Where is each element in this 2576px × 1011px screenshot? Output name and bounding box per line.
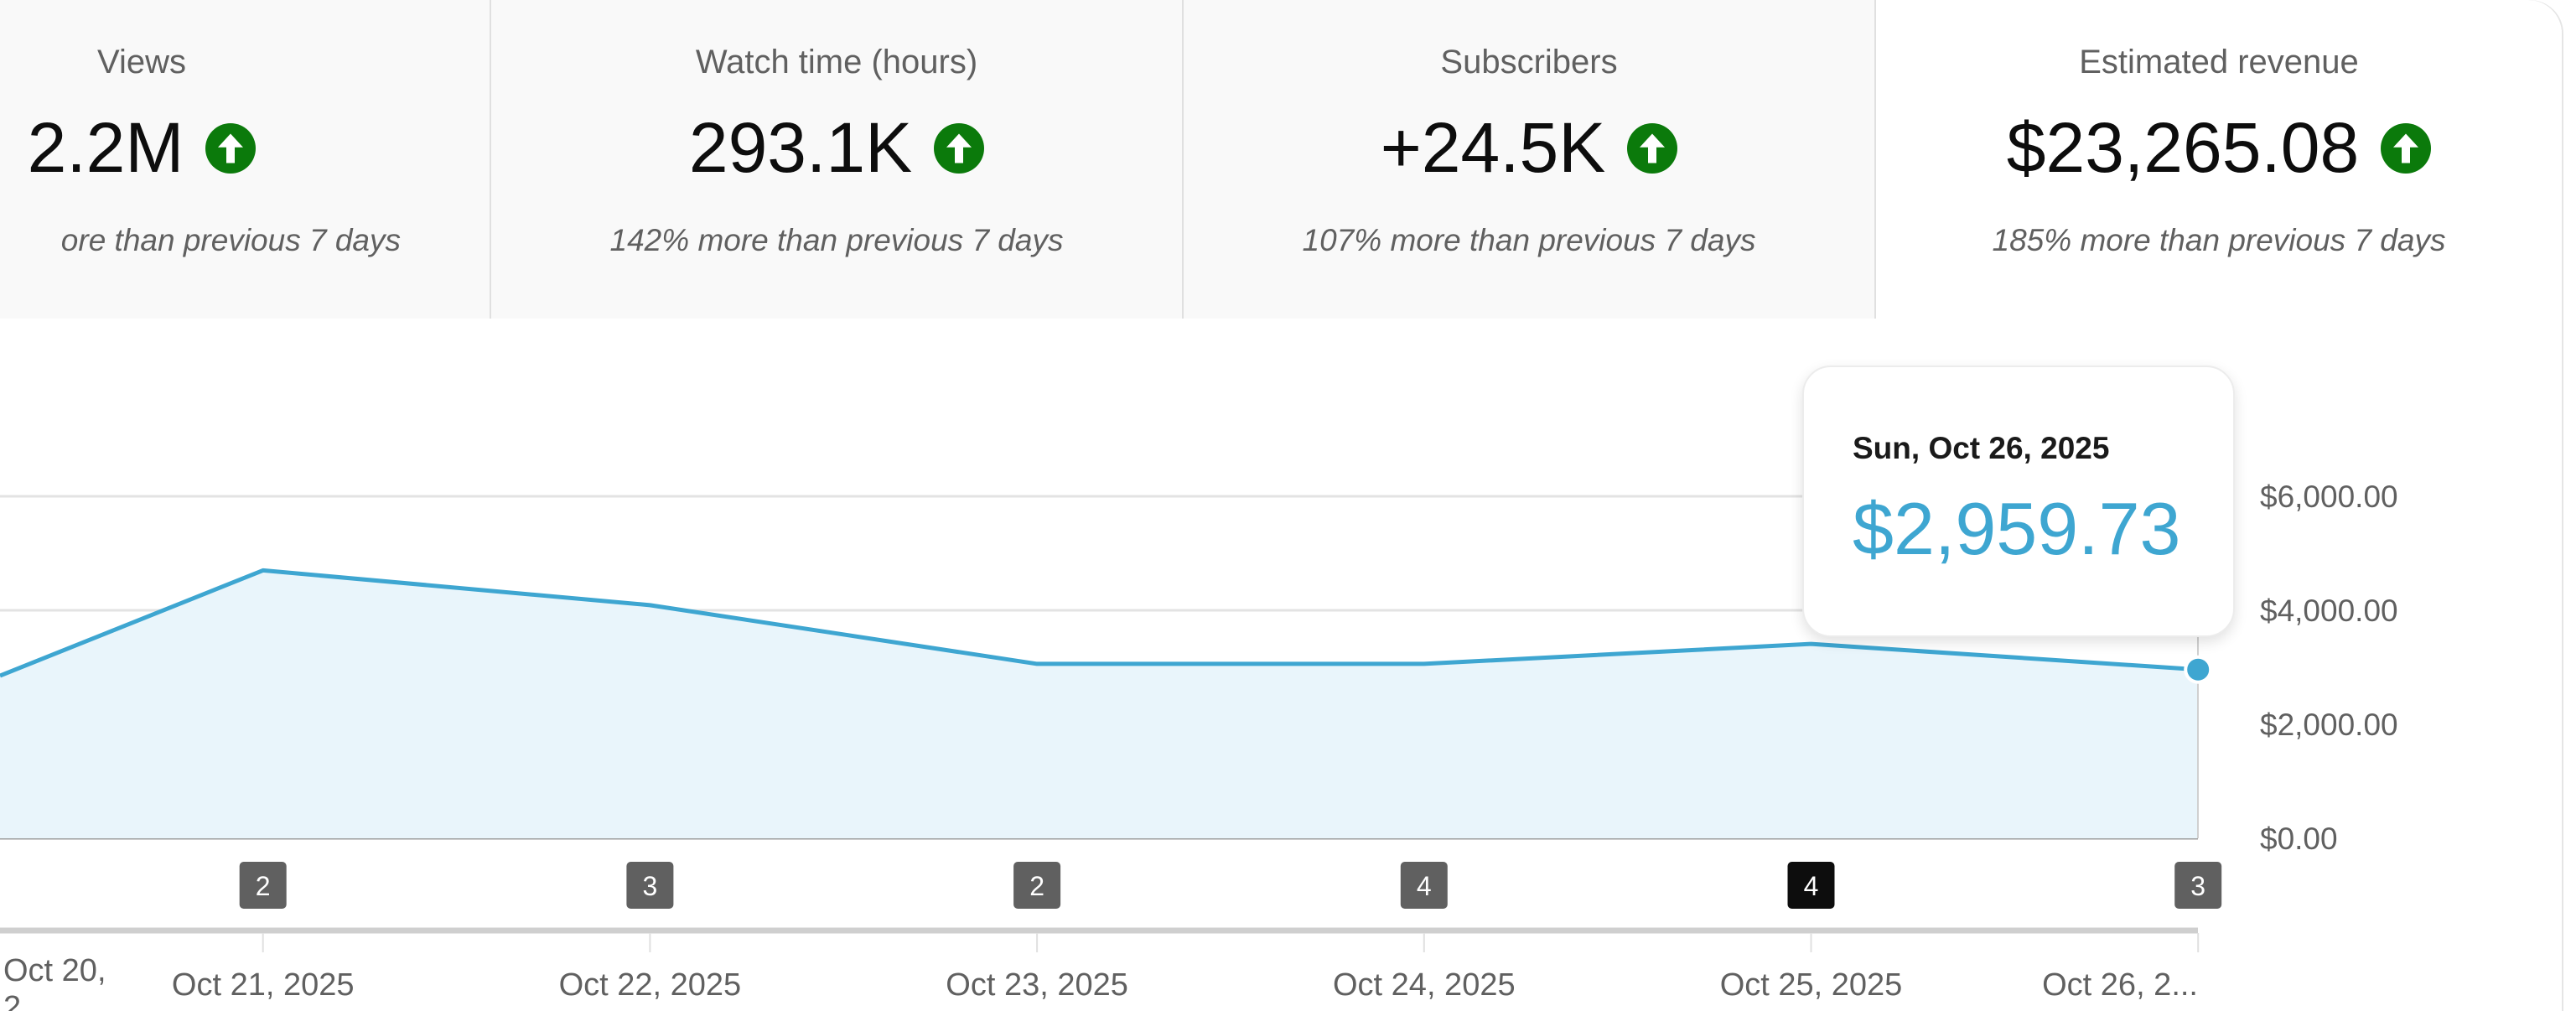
event-marker-count: 3	[2190, 871, 2205, 901]
metric-change: ore than previous 7 days	[60, 223, 401, 257]
up-arrow-icon	[934, 122, 985, 174]
y-tick-label: $0.00	[2260, 822, 2338, 856]
event-marker-count: 2	[1029, 871, 1044, 901]
revenue-chart: $0.00 $2,000.00 $4,000.00 $6,000.00 2 3 2 4 4 3 Oc…	[0, 480, 2398, 1011]
x-tick-label: Oct 24, 2025	[1333, 967, 1516, 1003]
data-point-highlight	[2184, 655, 2213, 684]
up-arrow-icon	[2381, 122, 2432, 174]
metric-value: +24.5K	[1184, 107, 1874, 189]
chart-tooltip: Sun, Oct 26, 2025 $2,959.73	[1802, 366, 2235, 637]
event-marker-badge	[1013, 862, 1061, 909]
metric-card-views[interactable]: Views 2.2M ore than previous 7 days	[0, 0, 491, 319]
tooltip-date: Sun, Oct 26, 2025	[1853, 431, 2110, 465]
metric-card-subscribers[interactable]: Subscribers +24.5K 107% more than previo…	[1184, 0, 1876, 319]
event-marker-count: 4	[1417, 871, 1432, 901]
event-marker-badge	[239, 862, 287, 909]
metric-label: Estimated revenue	[2079, 44, 2359, 80]
y-tick-label: $6,000.00	[2260, 480, 2398, 514]
x-tick-label: Oct 23, 2025	[946, 967, 1128, 1003]
up-arrow-icon	[205, 122, 257, 174]
event-marker-count: 3	[643, 871, 658, 901]
metric-label: Subscribers	[1440, 44, 1618, 80]
event-marker-badge	[626, 862, 674, 909]
metric-value: 293.1K	[491, 107, 1182, 189]
event-marker-count: 4	[1804, 871, 1819, 901]
y-tick-label: $4,000.00	[2260, 594, 2398, 628]
metric-change: 185% more than previous 7 days	[1992, 223, 2446, 257]
up-arrow-icon	[1627, 122, 1678, 174]
x-tick-label: Oct 25, 2025	[1720, 967, 1903, 1003]
metric-change: 107% more than previous 7 days	[1302, 223, 1756, 257]
metric-card-estimated-revenue[interactable]: Estimated revenue $23,265.08 185% more t…	[1876, 0, 2562, 319]
x-tick-label: Oct 22, 2025	[559, 967, 742, 1003]
metric-cards: Views 2.2M ore than previous 7 days Watc…	[0, 0, 2563, 319]
x-tick-label: Oct 21, 2025	[172, 967, 355, 1003]
series-line	[0, 568, 2199, 678]
metric-card-watch-time[interactable]: Watch time (hours) 293.1K 142% more than…	[491, 0, 1184, 319]
x-tick-label: Oct 26, 2...	[2042, 967, 2198, 1003]
metric-label: Watch time (hours)	[695, 44, 978, 80]
event-marker-badge	[1400, 862, 1448, 909]
metric-value: 2.2M	[0, 107, 283, 189]
metric-label: Views	[97, 44, 186, 80]
event-marker-count: 2	[256, 871, 271, 901]
metric-value: $23,265.08	[1876, 107, 2562, 189]
event-marker-badge	[2174, 862, 2222, 909]
event-marker-badge	[1787, 862, 1835, 909]
metric-change: 142% more than previous 7 days	[609, 223, 1064, 257]
area-fill	[0, 570, 2199, 838]
y-tick-label: $2,000.00	[2260, 708, 2398, 742]
tooltip-value: $2,959.73	[1853, 487, 2181, 570]
x-tick-label: Oct 20, 2...	[3, 953, 106, 1011]
